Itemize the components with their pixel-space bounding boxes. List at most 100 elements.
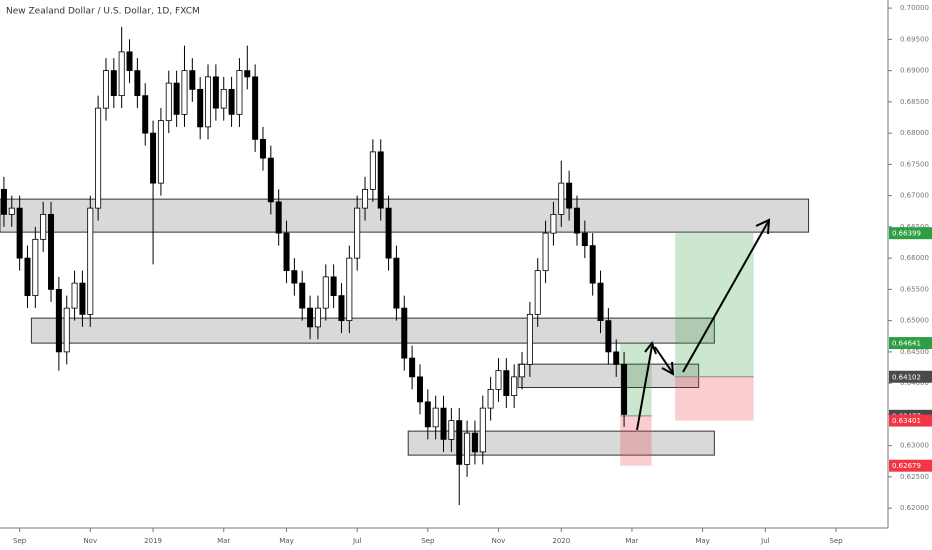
candle-body [150, 132, 157, 184]
x-tick-label: 2020 [552, 537, 570, 545]
candle-body [299, 282, 306, 309]
candle-body [87, 207, 94, 315]
candle-body [307, 307, 314, 328]
candle-body [244, 70, 251, 78]
candle-body [220, 88, 227, 109]
x-tick-label: Sep [13, 537, 27, 545]
candle-body [613, 351, 620, 365]
candle-body [0, 188, 7, 215]
zone [30, 317, 715, 344]
arrows [636, 218, 771, 431]
arrow [654, 346, 673, 373]
arrow-head [661, 361, 675, 376]
candle-body [424, 401, 431, 428]
candle-body [181, 70, 188, 115]
y-tick-label: 0.66000 [900, 254, 929, 262]
y-tick-label: 0.69500 [900, 35, 929, 43]
candle-body [362, 188, 369, 209]
candle-body [79, 282, 86, 315]
x-tick-label: Jul [760, 537, 770, 545]
target-area [675, 233, 754, 377]
x-tick-label: Jul [352, 537, 362, 545]
x-tick-label: May [695, 537, 709, 545]
candle-body [63, 307, 70, 353]
candle-body [40, 213, 47, 240]
candle-body [95, 107, 102, 209]
candle-body [189, 70, 196, 90]
candles [0, 26, 628, 505]
candle-body [48, 213, 55, 290]
candle-body [503, 370, 510, 397]
candle-body [566, 182, 573, 209]
y-tick-label: 0.63000 [900, 442, 929, 450]
y-tick-label: 0.65500 [900, 285, 929, 293]
candle-body [479, 407, 486, 453]
stop-area [675, 376, 754, 421]
chart-title: New Zealand Dollar / U.S. Dollar, 1D, FX… [6, 7, 200, 17]
y-tick-label: 0.67500 [900, 160, 929, 168]
candle-body [448, 420, 455, 440]
axes: 0.620000.625000.630000.635000.640000.645… [13, 4, 932, 545]
positions [620, 233, 754, 466]
candle-body [409, 357, 416, 378]
candle-body [275, 201, 282, 234]
price-label-box [889, 370, 932, 383]
candle-body [8, 207, 15, 215]
candle-body [534, 270, 541, 315]
x-tick-label: May [279, 537, 293, 545]
price-label: 0.66399 [892, 230, 921, 238]
y-tick-label: 0.69000 [900, 67, 929, 75]
candle-body [589, 245, 596, 284]
candle-body [511, 376, 518, 397]
candle-body [369, 151, 376, 190]
candle-body [197, 88, 204, 128]
candle-body [440, 407, 447, 440]
candle-body [377, 151, 384, 209]
candle-body [464, 432, 471, 465]
y-tick-label: 0.65000 [900, 317, 929, 325]
x-tick-label: Mar [217, 537, 230, 545]
price-label: 0.63401 [892, 417, 921, 425]
candle-body [252, 76, 259, 140]
y-tick-label: 0.62000 [900, 504, 929, 512]
candle-body [24, 257, 31, 297]
candle-body [157, 120, 164, 184]
x-tick-label: Sep [829, 537, 843, 545]
candle-body [142, 95, 149, 134]
candle-body [16, 207, 23, 259]
candle-body [597, 282, 604, 322]
candle-body [581, 232, 588, 247]
candle-body [32, 238, 39, 297]
price-label-box [889, 459, 932, 472]
candle-body [228, 88, 235, 115]
candle-body [126, 51, 133, 72]
candle-body [471, 432, 478, 453]
x-tick-label: Sep [421, 537, 435, 545]
candle-body [542, 232, 549, 272]
price-label-box [889, 414, 932, 427]
y-tick-label: 0.66500 [900, 223, 929, 231]
price-label-box [889, 227, 932, 240]
candle-body [385, 207, 392, 259]
candle-body [71, 282, 78, 309]
candle-body [605, 320, 612, 353]
candle-body [118, 51, 125, 97]
candle-body [267, 157, 274, 203]
candle-body [487, 388, 494, 409]
candle-body [314, 307, 321, 328]
candle-body [550, 213, 557, 234]
candle-body [354, 207, 361, 259]
candle-body [283, 232, 290, 272]
candle-body [322, 276, 329, 309]
x-tick-label: Mar [625, 537, 638, 545]
candle-body [110, 70, 117, 97]
candle-body [338, 295, 345, 322]
x-tick-label: 2019 [144, 537, 162, 545]
x-tick-label: Nov [492, 537, 506, 545]
candle-body [401, 307, 408, 359]
candle-body [165, 82, 172, 122]
candle-body [519, 363, 526, 378]
stop-area [620, 415, 652, 466]
candle-body [526, 313, 533, 365]
candle-body [416, 376, 423, 403]
